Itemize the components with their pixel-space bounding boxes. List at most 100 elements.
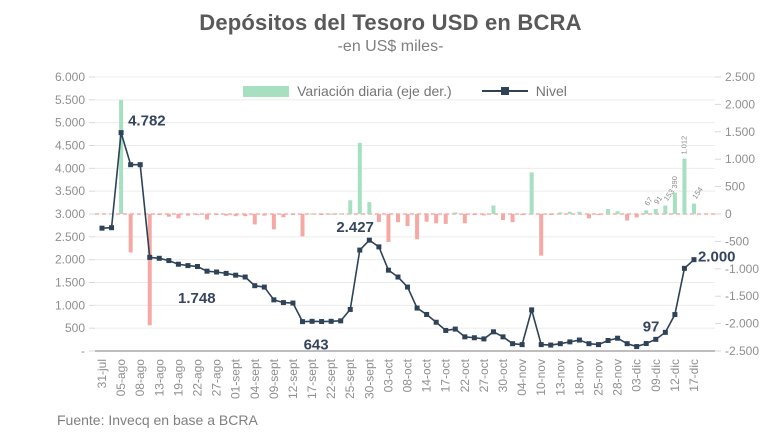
nivel-marker xyxy=(615,335,621,341)
nivel-marker xyxy=(662,329,668,335)
nivel-marker xyxy=(242,274,248,280)
nivel-marker xyxy=(672,312,678,318)
variacion-bar-negative xyxy=(176,214,181,219)
variacion-bar-negative xyxy=(405,214,410,227)
x-axis-tick-label: 04-sept xyxy=(248,358,262,399)
variacion-bar-negative xyxy=(520,214,525,216)
nivel-value-annotation: 4.782 xyxy=(128,113,166,130)
x-axis-tick-label: 28-nov xyxy=(611,359,625,396)
nivel-line xyxy=(101,132,695,348)
variacion-bar-positive xyxy=(615,211,620,214)
left-axis-tick-label: 500 xyxy=(65,321,85,335)
legend-variacion-label: Variación diaria (eje der.) xyxy=(297,83,452,99)
variacion-bar-negative xyxy=(185,214,190,216)
x-axis-tick-label: 03-oct xyxy=(381,358,395,392)
legend-item-nivel: Nivel xyxy=(481,83,567,99)
variacion-bar-negative xyxy=(157,214,162,216)
nivel-marker xyxy=(147,254,153,260)
variacion-bar-positive xyxy=(491,205,496,214)
nivel-marker xyxy=(529,307,535,313)
right-axis-tick-label: 2.000 xyxy=(725,97,755,111)
variacion-bar-negative xyxy=(462,214,467,224)
nivel-marker xyxy=(681,265,687,271)
right-axis-tick-label: 2.500 xyxy=(725,70,755,84)
nivel-marker xyxy=(233,272,239,278)
nivel-marker xyxy=(128,162,134,168)
x-axis-tick-label: 03-dic xyxy=(630,359,644,392)
variacion-bar-positive xyxy=(644,210,649,214)
nivel-marker xyxy=(481,336,487,342)
variacion-bar-value-label: 91 xyxy=(652,194,664,206)
variacion-bar-negative xyxy=(147,214,152,326)
nivel-marker xyxy=(405,284,411,290)
x-axis-tick-label: 09-sept xyxy=(267,358,281,399)
left-axis-tick-label: 1.000 xyxy=(55,298,85,312)
left-axis-tick-label: - xyxy=(81,344,85,358)
nivel-marker xyxy=(443,327,449,333)
nivel-value-annotation: 1.748 xyxy=(178,290,216,307)
nivel-marker xyxy=(357,247,363,253)
variacion-bar-positive xyxy=(558,212,563,214)
variacion-bar-value-label: 390 xyxy=(670,176,679,189)
variacion-bar-negative xyxy=(243,214,248,217)
nivel-marker xyxy=(261,284,267,290)
nivel-marker xyxy=(271,297,277,303)
x-axis-tick-label: 13-nov xyxy=(553,359,567,396)
x-axis-tick-label: 17-dic xyxy=(687,359,701,392)
nivel-marker xyxy=(194,264,200,270)
nivel-marker xyxy=(252,283,258,289)
variacion-bar-value-label: 67 xyxy=(643,195,655,207)
nivel-marker xyxy=(595,342,601,348)
x-axis-tick-label: 12-sept xyxy=(286,358,300,399)
nivel-marker xyxy=(156,255,162,261)
variacion-swatch-icon xyxy=(243,85,290,97)
variacion-bar-negative xyxy=(501,214,506,221)
x-axis-tick-label: 27-ago xyxy=(210,359,224,397)
variacion-bar-positive xyxy=(367,202,372,214)
right-axis-tick-label: -1.500 xyxy=(725,289,759,303)
x-axis-tick-label: 17-oct xyxy=(439,358,453,392)
x-axis-tick-label: 08-ago xyxy=(133,359,147,397)
variacion-bar-negative xyxy=(214,214,219,215)
nivel-marker xyxy=(452,326,458,332)
x-axis-tick-label: 13-ago xyxy=(152,359,166,397)
variacion-bar-negative xyxy=(290,214,295,215)
legend-nivel-label: Nivel xyxy=(535,83,567,99)
nivel-marker xyxy=(309,318,315,324)
chart-subtitle: -en US$ miles- xyxy=(337,38,444,55)
variacion-bar-positive xyxy=(329,213,334,215)
variacion-bar-negative xyxy=(376,214,381,223)
nivel-marker xyxy=(137,162,143,168)
variacion-bar-negative xyxy=(510,214,515,223)
variacion-bar-negative xyxy=(271,214,276,230)
variacion-bar-negative xyxy=(319,214,324,215)
nivel-marker xyxy=(175,261,181,267)
left-axis-tick-label: 5.000 xyxy=(55,116,85,130)
x-axis-tick-label: 22-oct xyxy=(458,358,472,392)
nivel-marker xyxy=(548,342,554,348)
x-axis-tick-label: 19-ago xyxy=(171,359,185,397)
x-axis-tick-label: 25-nov xyxy=(591,359,605,396)
variacion-bar-negative xyxy=(224,214,229,216)
variacion-bar-positive xyxy=(577,211,582,214)
variacion-bar-positive xyxy=(109,213,114,215)
nivel-marker xyxy=(567,339,573,345)
variacion-bar-negative xyxy=(262,214,267,216)
nivel-marker xyxy=(338,318,344,324)
variacion-bar-positive xyxy=(682,158,687,214)
right-axis-tick-label: 500 xyxy=(725,180,745,194)
nivel-marker xyxy=(634,344,640,350)
variacion-bar-negative xyxy=(205,214,210,220)
nivel-marker xyxy=(500,334,506,340)
x-axis-tick-label: 22-sept xyxy=(324,358,338,399)
nivel-marker xyxy=(510,341,516,347)
nivel-marker xyxy=(300,319,306,325)
variacion-bar-positive xyxy=(119,99,124,214)
variacion-bar-negative xyxy=(548,214,553,215)
variacion-bar-positive xyxy=(338,213,343,215)
right-axis-tick-label: -1.000 xyxy=(725,262,759,276)
nivel-marker xyxy=(471,335,477,341)
x-axis-tick-label: 01-sept xyxy=(229,358,243,399)
